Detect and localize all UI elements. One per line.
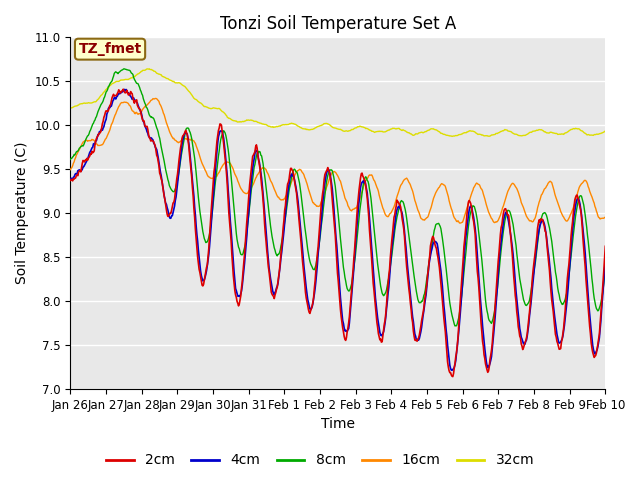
Title: Tonzi Soil Temperature Set A: Tonzi Soil Temperature Set A: [220, 15, 456, 33]
Legend: 2cm, 4cm, 8cm, 16cm, 32cm: 2cm, 4cm, 8cm, 16cm, 32cm: [100, 448, 540, 473]
Text: TZ_fmet: TZ_fmet: [79, 42, 141, 56]
Y-axis label: Soil Temperature (C): Soil Temperature (C): [15, 142, 29, 285]
X-axis label: Time: Time: [321, 418, 355, 432]
